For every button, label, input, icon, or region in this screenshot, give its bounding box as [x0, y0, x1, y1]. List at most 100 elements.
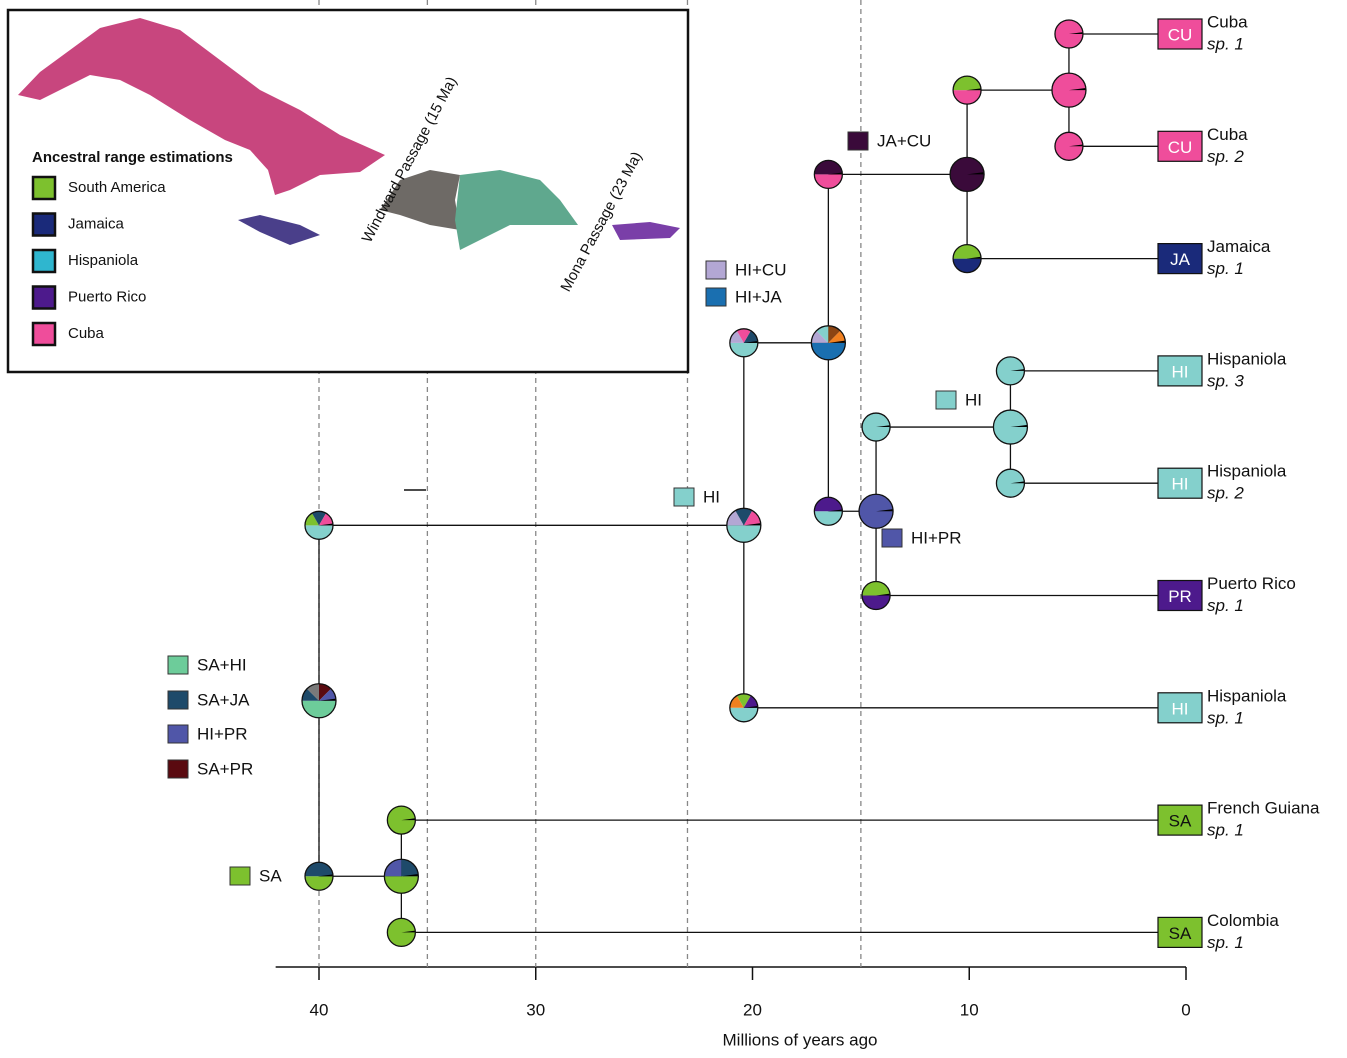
pie-slice — [953, 245, 981, 259]
legend-swatch — [33, 287, 55, 309]
pie-slice — [811, 343, 845, 360]
tip-code: SA — [1169, 812, 1192, 831]
range-swatch — [674, 488, 694, 506]
tip-name: Hispaniola — [1207, 686, 1287, 705]
tick-label: 30 — [526, 1000, 545, 1019]
range-pie — [384, 859, 418, 893]
tip-species: sp. 1 — [1207, 821, 1244, 840]
range-swatch — [848, 132, 868, 150]
range-pie — [1055, 132, 1083, 160]
range-pie — [814, 497, 842, 525]
pie-slice — [814, 511, 842, 525]
pie-slice — [730, 343, 758, 357]
range-swatch — [882, 529, 902, 547]
axis-label: Millions of years ago — [723, 1030, 878, 1049]
range-pie — [730, 694, 758, 722]
tip-code: SA — [1169, 924, 1192, 943]
pie-slice — [862, 596, 890, 610]
range-pie — [814, 160, 842, 188]
figure: 40 30 20 10 0 Millions of years ago CU Cuba sp. … — [0, 0, 1347, 1053]
tip-species: sp. 1 — [1207, 708, 1244, 727]
range-pie — [859, 494, 893, 528]
pie-slice — [814, 160, 842, 174]
tip-name: Cuba — [1207, 12, 1248, 31]
pie-slice — [953, 90, 981, 104]
legend-label: Jamaica — [68, 215, 125, 232]
range-swatch — [936, 391, 956, 409]
range-swatch — [168, 725, 188, 743]
pie-slice — [862, 582, 890, 596]
tip-name: Colombia — [1207, 911, 1279, 930]
range-pie — [953, 76, 981, 104]
pie-slice — [953, 76, 981, 90]
tip-species: sp. 1 — [1207, 933, 1244, 952]
range-pie — [950, 157, 984, 191]
range-swatch — [168, 691, 188, 709]
tip-name: French Guiana — [1207, 799, 1320, 818]
range-label: SA+PR — [197, 759, 253, 778]
range-label: JA+CU — [877, 131, 931, 150]
range-pie — [1052, 73, 1086, 107]
range-pie — [811, 326, 845, 360]
tip-name: Puerto Rico — [1207, 574, 1296, 593]
range-swatch — [168, 656, 188, 674]
range-pie — [387, 918, 415, 946]
tip-code: PR — [1168, 587, 1192, 606]
tip-species: sp. 1 — [1207, 596, 1244, 615]
range-label: SA+HI — [197, 655, 247, 674]
legend-label: Hispaniola — [68, 252, 139, 269]
pie-slice — [305, 862, 333, 876]
tip-species: sp. 2 — [1207, 147, 1244, 166]
tip-code: HI — [1172, 475, 1189, 494]
range-swatch — [168, 760, 188, 778]
pie-slice — [730, 708, 758, 722]
range-pie — [302, 684, 336, 718]
pie-slice — [305, 876, 333, 890]
tip-name: Jamaica — [1207, 237, 1271, 256]
legend-swatch — [33, 177, 55, 199]
range-label: HI+PR — [197, 724, 248, 743]
range-swatch — [706, 288, 726, 306]
legend-label: Cuba — [68, 325, 105, 342]
pie-slice — [384, 876, 418, 893]
range-label: HI+PR — [911, 528, 962, 547]
range-swatch — [706, 261, 726, 279]
range-label: SA — [259, 866, 282, 885]
legend-swatch — [33, 214, 55, 236]
tick-label: 0 — [1181, 1000, 1190, 1019]
range-label: HI — [965, 390, 982, 409]
range-pie — [996, 469, 1024, 497]
range-pie — [1055, 20, 1083, 48]
range-pie — [862, 413, 890, 441]
tip-species: sp. 1 — [1207, 34, 1244, 53]
pie-slice — [302, 701, 336, 718]
tip-code: JA — [1170, 250, 1191, 269]
range-label: HI — [703, 487, 720, 506]
tip-name: Cuba — [1207, 125, 1248, 144]
tip-code: CU — [1168, 25, 1193, 44]
tip-code: HI — [1172, 699, 1189, 718]
pie-slice — [727, 525, 761, 542]
legend-swatch — [33, 323, 55, 345]
tick-label: 10 — [960, 1000, 979, 1019]
pie-slice — [814, 497, 842, 511]
legend-title: Ancestral range estimations — [32, 149, 233, 166]
range-pie — [996, 357, 1024, 385]
tip-name: Hispaniola — [1207, 349, 1287, 368]
legend-swatch — [33, 250, 55, 272]
tip-name: Hispaniola — [1207, 462, 1287, 481]
pie-slice — [953, 259, 981, 273]
pie-slice — [814, 174, 842, 188]
range-pie — [993, 410, 1027, 444]
range-pie — [387, 806, 415, 834]
legend-label: South America — [68, 179, 166, 196]
tick-label: 40 — [310, 1000, 329, 1019]
tick-label: 20 — [743, 1000, 762, 1019]
range-pie — [730, 329, 758, 357]
range-pie — [305, 862, 333, 890]
tip-code: CU — [1168, 138, 1193, 157]
map-inset: Ancestral range estimations Windward Pas… — [8, 10, 688, 372]
tip-species: sp. 3 — [1207, 371, 1244, 390]
range-pie — [862, 582, 890, 610]
pie-slice — [305, 525, 333, 539]
